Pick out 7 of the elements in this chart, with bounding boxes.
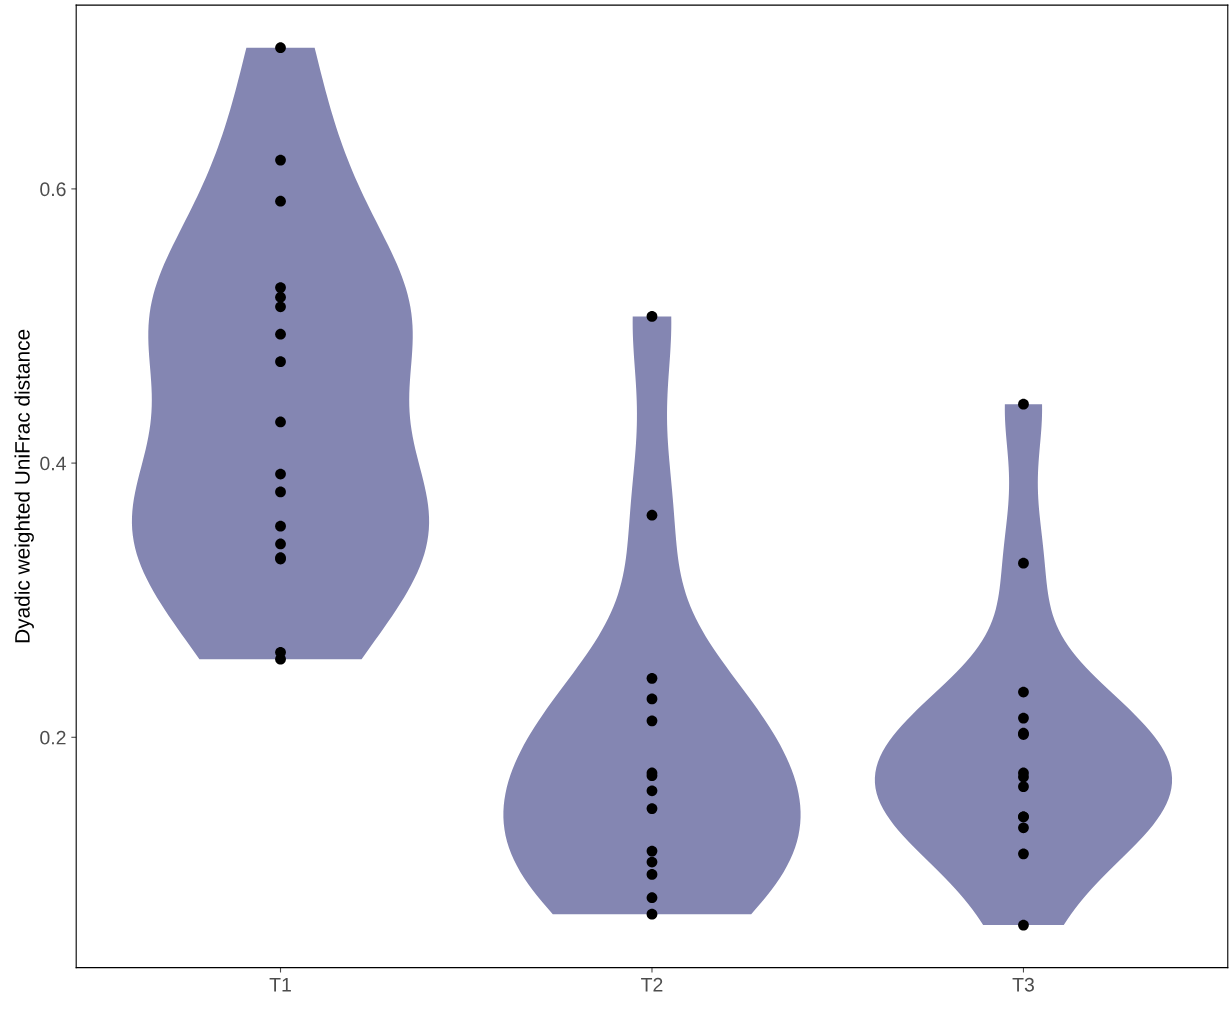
y-tick-label: 0.6 bbox=[40, 182, 66, 197]
y-tick-label: 0.4 bbox=[40, 456, 66, 471]
y-axis-title: Dyadic weighted UniFrac distance bbox=[14, 329, 34, 643]
x-tick-label: T2 bbox=[641, 977, 663, 992]
x-tick-label: T1 bbox=[269, 978, 291, 992]
x-tick-label: T3 bbox=[1012, 977, 1034, 992]
y-tick-label: 0.2 bbox=[40, 730, 66, 745]
